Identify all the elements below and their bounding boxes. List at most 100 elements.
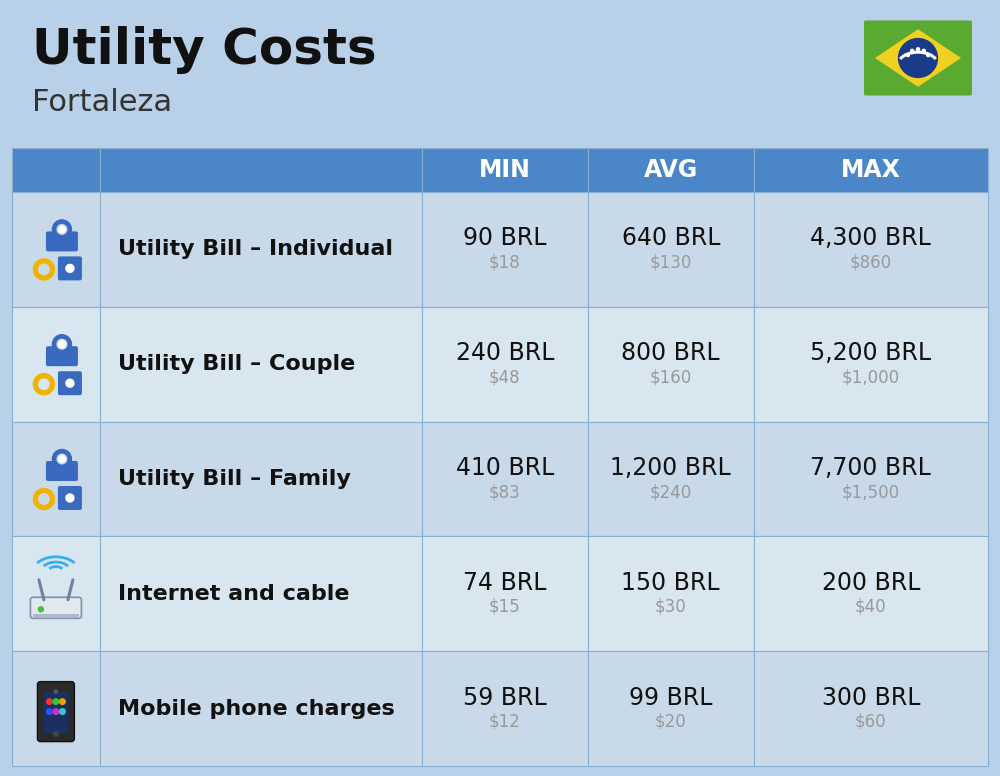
Circle shape — [39, 494, 49, 504]
Circle shape — [47, 708, 52, 715]
Bar — [12, 421, 100, 536]
Bar — [588, 651, 754, 766]
Bar — [33, 614, 79, 618]
Text: AVG: AVG — [644, 158, 698, 182]
Text: MIN: MIN — [479, 158, 531, 182]
Circle shape — [39, 379, 49, 390]
Polygon shape — [875, 29, 961, 87]
Circle shape — [916, 48, 920, 50]
Bar — [422, 651, 588, 766]
Circle shape — [66, 379, 74, 387]
Text: $40: $40 — [855, 598, 887, 616]
Text: $20: $20 — [655, 712, 687, 730]
FancyBboxPatch shape — [58, 371, 82, 395]
Bar — [100, 651, 422, 766]
Circle shape — [57, 339, 67, 349]
Bar — [422, 148, 588, 192]
Text: 410 BRL: 410 BRL — [456, 456, 554, 480]
Text: $130: $130 — [650, 254, 692, 272]
Text: 74 BRL: 74 BRL — [463, 571, 547, 594]
Circle shape — [922, 50, 925, 52]
Text: 7,700 BRL: 7,700 BRL — [810, 456, 931, 480]
Circle shape — [57, 454, 67, 464]
Text: $18: $18 — [489, 254, 521, 272]
Bar — [422, 421, 588, 536]
Circle shape — [906, 54, 909, 57]
FancyBboxPatch shape — [58, 486, 82, 510]
Text: Utility Bill – Family: Utility Bill – Family — [118, 469, 351, 489]
Text: MAX: MAX — [841, 158, 901, 182]
Bar — [754, 536, 988, 651]
Circle shape — [39, 264, 49, 275]
Text: 59 BRL: 59 BRL — [463, 686, 547, 709]
Bar — [588, 421, 754, 536]
Bar — [100, 421, 422, 536]
Text: Utility Bill – Individual: Utility Bill – Individual — [118, 240, 393, 259]
Text: 800 BRL: 800 BRL — [621, 341, 720, 365]
Bar — [100, 307, 422, 421]
Bar — [754, 307, 988, 421]
Text: 200 BRL: 200 BRL — [822, 571, 920, 594]
Text: $160: $160 — [650, 368, 692, 386]
FancyBboxPatch shape — [46, 231, 78, 251]
FancyBboxPatch shape — [46, 461, 78, 481]
Circle shape — [54, 732, 58, 736]
Text: $12: $12 — [489, 712, 521, 730]
FancyBboxPatch shape — [46, 346, 78, 366]
Circle shape — [52, 334, 71, 354]
Circle shape — [66, 265, 74, 272]
Text: 99 BRL: 99 BRL — [629, 686, 713, 709]
Bar — [588, 192, 754, 307]
Bar — [100, 192, 422, 307]
Bar — [12, 651, 100, 766]
Text: Utility Costs: Utility Costs — [32, 26, 377, 74]
Circle shape — [47, 699, 52, 705]
Circle shape — [33, 489, 54, 510]
Circle shape — [52, 220, 71, 239]
FancyBboxPatch shape — [58, 256, 82, 280]
Bar — [754, 192, 988, 307]
Circle shape — [54, 690, 58, 694]
Bar — [12, 536, 100, 651]
Text: $1,000: $1,000 — [842, 368, 900, 386]
Circle shape — [38, 607, 43, 611]
Circle shape — [60, 708, 65, 715]
Bar — [100, 148, 422, 192]
Bar — [754, 148, 988, 192]
Text: $30: $30 — [655, 598, 687, 616]
Text: $60: $60 — [855, 712, 887, 730]
Text: 240 BRL: 240 BRL — [456, 341, 554, 365]
Bar — [422, 307, 588, 421]
Text: $240: $240 — [650, 483, 692, 501]
Text: 640 BRL: 640 BRL — [622, 227, 720, 251]
Bar — [422, 536, 588, 651]
Text: $15: $15 — [489, 598, 521, 616]
FancyBboxPatch shape — [864, 20, 972, 95]
Bar — [588, 307, 754, 421]
Circle shape — [60, 699, 65, 705]
Circle shape — [53, 699, 59, 705]
Text: 300 BRL: 300 BRL — [822, 686, 920, 709]
Bar — [422, 192, 588, 307]
Text: $83: $83 — [489, 483, 521, 501]
Text: Utility Bill – Couple: Utility Bill – Couple — [118, 354, 355, 374]
Circle shape — [53, 708, 59, 715]
Circle shape — [59, 226, 65, 233]
Circle shape — [59, 456, 65, 462]
Bar — [588, 536, 754, 651]
Text: 90 BRL: 90 BRL — [463, 227, 547, 251]
Circle shape — [59, 341, 65, 348]
Circle shape — [911, 50, 914, 52]
Text: 150 BRL: 150 BRL — [621, 571, 720, 594]
Bar — [754, 651, 988, 766]
Text: $1,500: $1,500 — [842, 483, 900, 501]
Text: Internet and cable: Internet and cable — [118, 584, 349, 604]
Bar — [100, 536, 422, 651]
FancyBboxPatch shape — [37, 681, 74, 742]
Circle shape — [66, 494, 74, 502]
Circle shape — [899, 39, 937, 78]
Bar — [12, 192, 100, 307]
Text: 5,200 BRL: 5,200 BRL — [810, 341, 931, 365]
Text: Mobile phone charges: Mobile phone charges — [118, 698, 395, 719]
Circle shape — [927, 54, 930, 57]
